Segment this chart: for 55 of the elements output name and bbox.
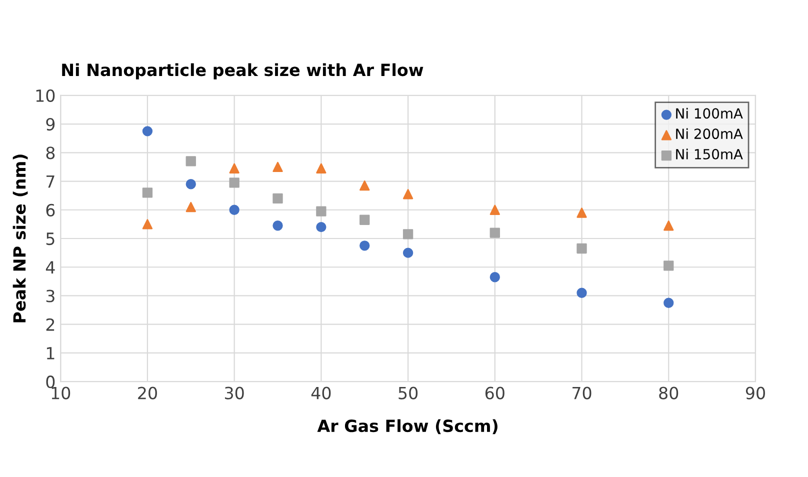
x-axis-title: Ar Gas Flow (Sccm) (317, 419, 498, 434)
x-tick-label: 40 (311, 386, 331, 400)
point (576, 243, 587, 254)
point (664, 220, 674, 231)
y-tick-label: 1 (46, 347, 54, 360)
x-tick-label: 20 (138, 386, 157, 400)
point (402, 189, 414, 200)
x-tick-label: 70 (572, 386, 592, 400)
chart-title: Ni Nanoparticle peak size with Ar Flow (62, 63, 424, 80)
y-axis-title: Peak NP size (nm) (12, 154, 28, 322)
point (186, 156, 196, 166)
point (402, 248, 414, 258)
point (664, 260, 674, 271)
y-tick-label: 6 (46, 204, 55, 216)
point (490, 204, 500, 215)
point (316, 222, 326, 232)
y-tick-label: 8 (46, 146, 55, 160)
point (142, 126, 153, 136)
point (142, 188, 153, 198)
x-tick-label: 50 (398, 386, 418, 400)
y-tick-label: 4 (46, 261, 55, 274)
point (186, 202, 196, 212)
legend-label: Ni 200mA (676, 128, 743, 140)
x-tick-label: 30 (224, 386, 244, 400)
point (490, 228, 500, 238)
point (360, 240, 370, 251)
point (229, 178, 240, 188)
point (402, 229, 414, 240)
point (360, 214, 370, 225)
point (142, 219, 153, 230)
point (316, 163, 326, 174)
y-tick-label: 0 (46, 376, 55, 388)
point (272, 193, 283, 204)
y-tick-label: 5 (46, 232, 54, 246)
point (272, 162, 283, 172)
point (490, 272, 500, 282)
point (360, 180, 370, 191)
point (229, 204, 240, 215)
legend-label: Ni 150mA (676, 148, 743, 160)
y-tick-label: 9 (46, 118, 55, 131)
point (664, 298, 674, 308)
x-tick-label: 90 (746, 386, 765, 400)
point (272, 220, 283, 231)
x-tick-label: 80 (659, 386, 678, 400)
point (316, 206, 326, 216)
y-tick-label: 7 (46, 175, 54, 188)
y-tick-label: 3 (46, 290, 54, 302)
point (576, 288, 587, 298)
y-tick-label: 10 (36, 89, 55, 102)
point (576, 208, 587, 218)
legend-label: Ni 100mA (676, 108, 743, 119)
point (229, 163, 240, 174)
y-tick-label: 2 (46, 318, 54, 331)
x-tick-label: 60 (485, 386, 504, 400)
point (186, 179, 196, 190)
